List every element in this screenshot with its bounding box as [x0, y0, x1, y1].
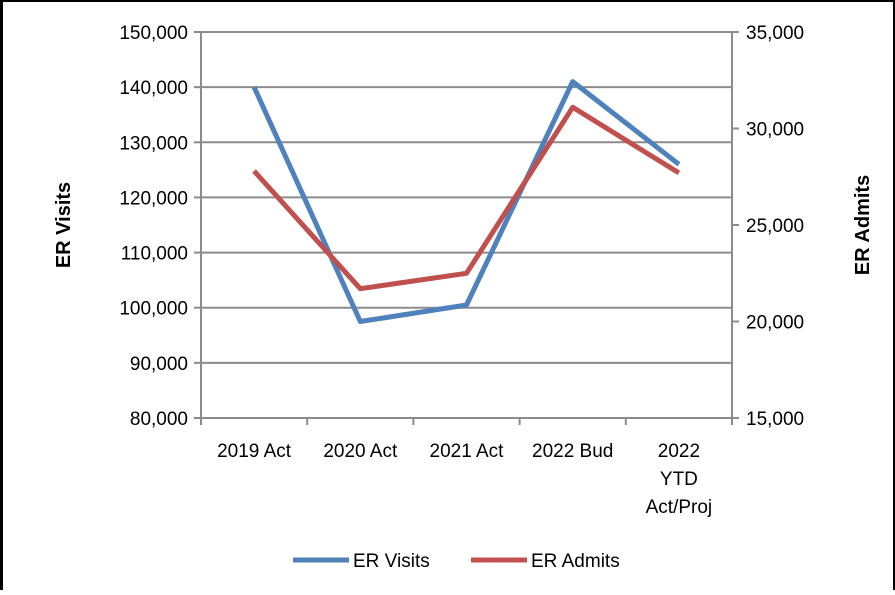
legend-label: ER Admits [531, 551, 620, 572]
legend-label: ER Visits [353, 551, 430, 572]
axes [194, 31, 739, 425]
y2-tick-label: 25,000 [746, 216, 804, 237]
y2-axis-title: ER Admits [852, 175, 874, 275]
y2-tick-label: 15,000 [746, 409, 804, 430]
y-tick-label: 120,000 [119, 188, 188, 209]
y-tick-label: 110,000 [121, 244, 188, 265]
y2-tick-label: 20,000 [746, 313, 804, 334]
series-line-er-visits [251, 79, 681, 324]
x-tick-label: 2020 Act [323, 441, 398, 462]
legend: ER Visits ER Admits [293, 551, 620, 572]
y-tick-label: 100,000 [119, 299, 188, 320]
y-tick-label: 90,000 [130, 354, 188, 375]
y2-tick-label: 30,000 [746, 120, 804, 141]
series-lines [251, 79, 681, 324]
y-tick-label: 150,000 [119, 23, 188, 44]
y-tick-label: 80,000 [130, 409, 188, 430]
line-chart: 80,000 90,000 100,000 110,000 120,000 130,000… [53, 23, 874, 572]
x-tick-label: 2021 Act [430, 441, 505, 462]
gridlines [201, 31, 732, 364]
x-tick-label: 2022 Bud [532, 441, 613, 462]
y-axis-title: ER Visits [53, 182, 75, 268]
series-line-er-admits [252, 104, 681, 292]
tick-labels: 80,000 90,000 100,000 110,000 120,000 130,000… [119, 23, 804, 518]
y-tick-label: 140,000 [119, 78, 188, 99]
x-tick-label: 2022 YTD Act/Proj [646, 441, 713, 518]
y-tick-label: 130,000 [119, 133, 188, 154]
y2-tick-label: 35,000 [746, 23, 804, 44]
x-tick-label: 2019 Act [217, 441, 292, 462]
